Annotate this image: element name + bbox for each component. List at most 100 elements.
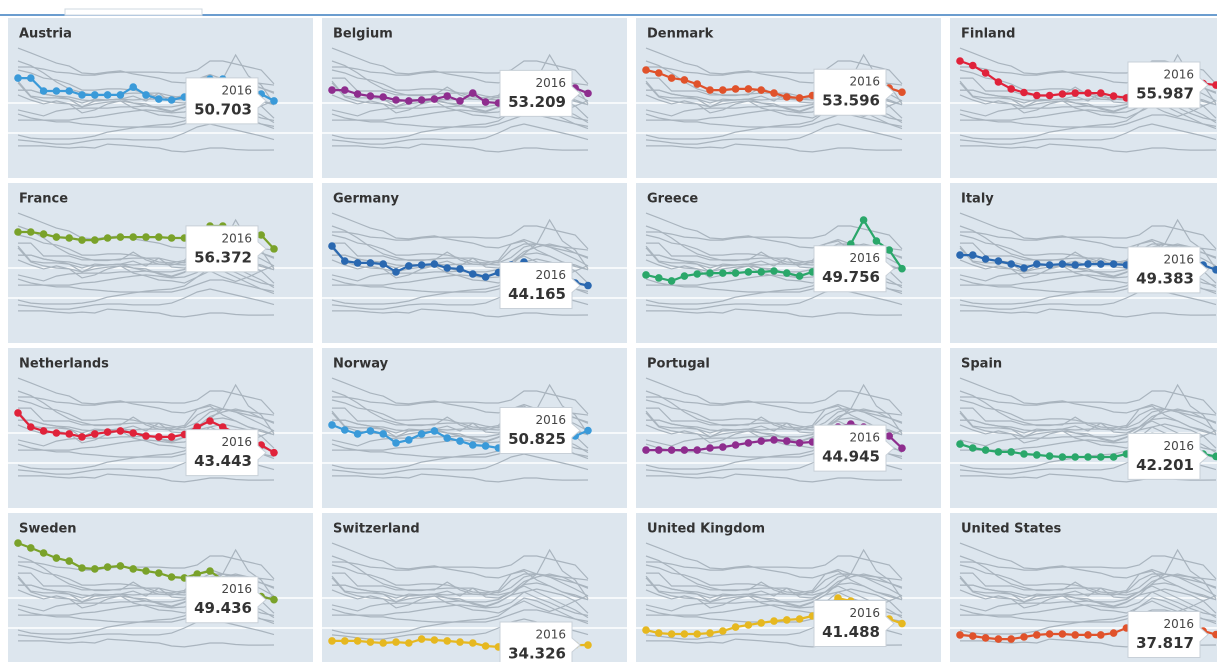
point (1084, 89, 1092, 97)
point (859, 216, 868, 224)
point (78, 236, 86, 244)
point (27, 544, 35, 552)
point (1071, 89, 1079, 97)
context-line (331, 113, 589, 128)
point (116, 233, 125, 241)
panel: Spain 2016 42.201 (950, 348, 1217, 508)
point (1109, 453, 1118, 461)
context-line (646, 308, 903, 318)
tooltip-year: 2016 (535, 76, 566, 90)
panel-background (636, 513, 941, 662)
point (757, 86, 765, 94)
point (52, 233, 61, 241)
context-line (645, 555, 903, 594)
point (783, 93, 791, 101)
point (1033, 260, 1041, 268)
point (981, 255, 990, 263)
context-line (18, 143, 275, 153)
tooltip-box (813, 68, 895, 116)
point (1058, 630, 1067, 638)
panel: United States 2016 37.817 (950, 513, 1217, 662)
point (392, 268, 400, 276)
context-line (959, 577, 1217, 619)
point (52, 87, 61, 95)
point (328, 242, 336, 250)
point (1212, 630, 1217, 639)
tooltip-value: 49.436 (194, 599, 252, 617)
panel: Finland 2016 55.987 (950, 18, 1217, 178)
point (795, 439, 804, 447)
point (744, 268, 753, 276)
context-line (18, 417, 275, 436)
context-line (18, 638, 275, 648)
panel: Italy 2016 49.383 (950, 183, 1217, 343)
point (744, 85, 753, 93)
point (783, 269, 791, 277)
point (1020, 264, 1028, 272)
point (405, 639, 413, 647)
context-line (332, 258, 589, 286)
context-line (331, 542, 589, 601)
point (1071, 631, 1079, 639)
point (1007, 448, 1015, 456)
point (417, 635, 426, 643)
point (693, 630, 701, 638)
point (1020, 450, 1028, 458)
point (219, 423, 227, 431)
point (341, 86, 349, 94)
panel: Belgium 2016 53.209 (322, 18, 627, 178)
tooltip-value: 43.443 (194, 452, 252, 470)
tooltip-year: 2016 (849, 75, 880, 89)
point (456, 97, 464, 105)
point (366, 259, 375, 267)
point (481, 273, 490, 281)
point (731, 441, 740, 449)
point (1097, 631, 1105, 639)
tooltip-value: 49.383 (1136, 269, 1194, 287)
point (1033, 451, 1041, 459)
point (379, 430, 388, 438)
panel-title: Norway (333, 357, 389, 372)
context-line (332, 473, 589, 483)
point (379, 639, 388, 647)
panel-title: Austria (19, 27, 72, 42)
tooltip-value: 37.817 (1136, 634, 1194, 652)
tooltip-box (185, 77, 267, 125)
context-line (645, 390, 903, 429)
point (795, 615, 804, 623)
point (1109, 92, 1118, 100)
point (834, 594, 842, 602)
point (1033, 631, 1041, 639)
point (1007, 635, 1015, 643)
panel: France 2016 56.372 (8, 183, 313, 343)
point (1045, 630, 1054, 638)
point (1109, 260, 1118, 268)
tooltip-year: 2016 (535, 628, 566, 642)
point (129, 429, 137, 437)
point (770, 89, 778, 97)
point (757, 619, 765, 627)
point (341, 257, 349, 265)
point (1097, 453, 1105, 461)
tooltip-year: 2016 (1163, 439, 1194, 453)
tooltip-value: 44.165 (508, 285, 566, 303)
point (898, 444, 906, 452)
tooltip-box (1127, 61, 1209, 109)
panel-title: Germany (333, 192, 399, 207)
point (956, 631, 964, 639)
context-line (645, 577, 903, 619)
context-line (17, 555, 275, 594)
point (584, 281, 592, 290)
panel: Netherlands 2016 43.443 (8, 348, 313, 508)
tooltip-box (1127, 432, 1209, 480)
point (481, 642, 490, 650)
context-line (959, 377, 1217, 436)
context-line (959, 94, 1217, 119)
point (642, 446, 650, 454)
context-line (646, 473, 903, 483)
panel-title: Finland (961, 27, 1015, 42)
point (584, 89, 592, 98)
point (693, 80, 701, 88)
point (994, 635, 1003, 643)
